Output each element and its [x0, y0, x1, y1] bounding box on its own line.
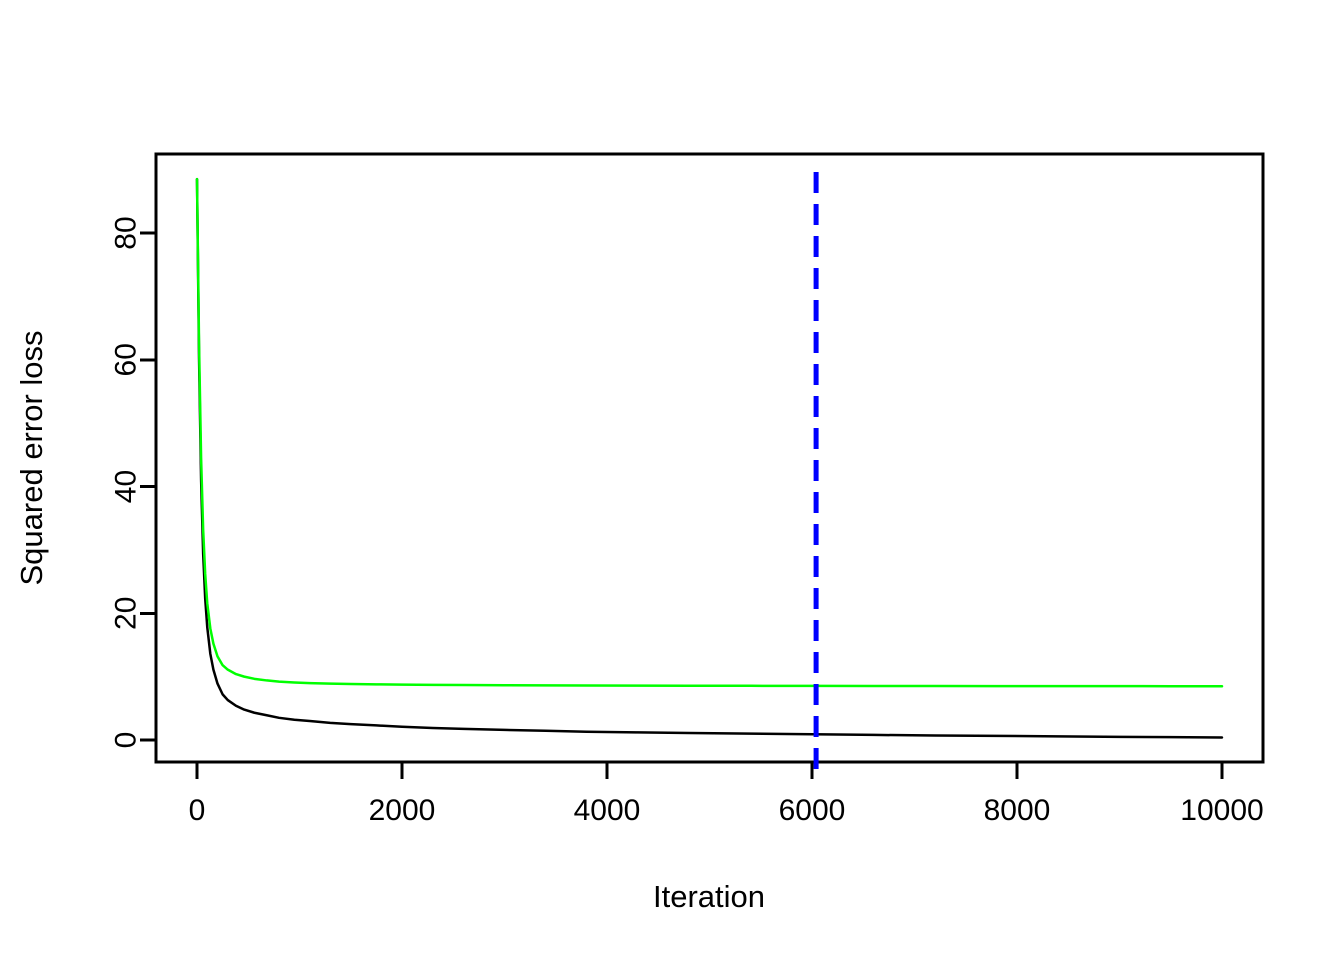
- y-tick-label-20: 20: [110, 597, 143, 630]
- x-tick-label-10000: 10000: [1180, 794, 1263, 827]
- y-tick-label-60: 60: [110, 343, 143, 376]
- black-loss-curve: [195, 177, 1224, 739]
- x-axis-title: Iteration: [653, 879, 765, 914]
- green-loss-curve: [195, 177, 1224, 688]
- y-tick-label-80: 80: [110, 216, 143, 249]
- x-tick-label-6000: 6000: [779, 794, 846, 827]
- y-axis-title: Squared error loss: [14, 330, 49, 585]
- plot-area-border: [154, 152, 1265, 764]
- x-tick-label-4000: 4000: [574, 794, 641, 827]
- x-tick-label-0: 0: [189, 794, 206, 827]
- x-axis-ticks: [195, 762, 1224, 779]
- x-tick-label-8000: 8000: [984, 794, 1051, 827]
- data-series-group: [195, 177, 1224, 739]
- y-axis-ticks: [140, 231, 156, 742]
- x-axis-tick-labels: 0 2000 4000 6000 8000 10000: [189, 794, 1264, 827]
- y-tick-label-0: 0: [110, 732, 143, 749]
- y-axis-tick-labels: 0 20 40 60 80: [110, 216, 143, 748]
- y-tick-label-40: 40: [110, 470, 143, 503]
- x-tick-label-2000: 2000: [369, 794, 436, 827]
